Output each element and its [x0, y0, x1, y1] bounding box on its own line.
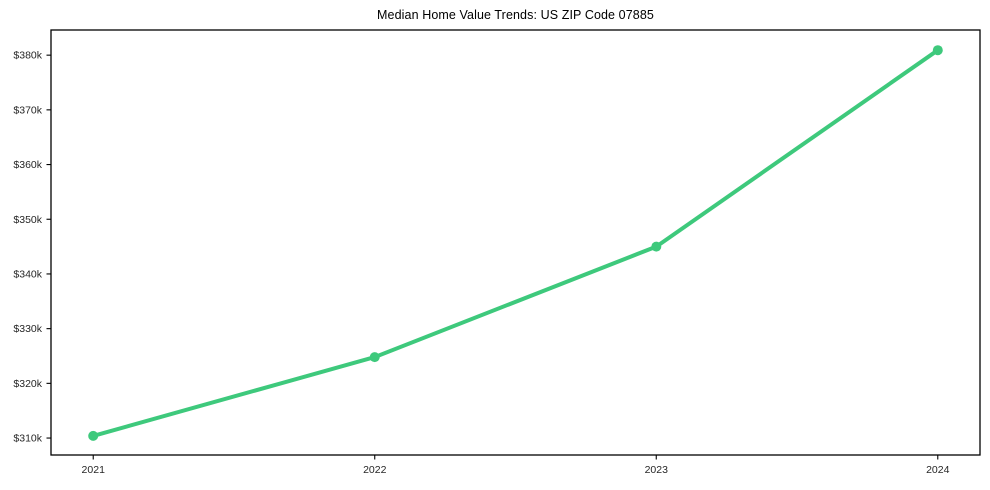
chart-title: Median Home Value Trends: US ZIP Code 07…: [377, 8, 654, 22]
y-axis-tick-label: $350k: [13, 214, 42, 226]
x-axis-tick-label: 2024: [926, 464, 950, 476]
x-axis-tick-label: 2022: [363, 464, 387, 476]
plot-frame: [50, 29, 981, 456]
data-point-2024: [932, 45, 943, 56]
data-point-2022: [369, 352, 380, 363]
y-axis-tick-label: $310k: [13, 433, 42, 445]
y-axis-tick-label: $380k: [13, 50, 42, 62]
y-axis-tick-label: $330k: [13, 323, 42, 335]
data-point-2021: [88, 430, 99, 441]
data-point-2023: [651, 241, 662, 252]
y-axis-tick-label: $320k: [13, 378, 42, 390]
y-axis-tick-label: $360k: [13, 159, 42, 171]
y-axis-tick-label: $340k: [13, 268, 42, 280]
trend-line: [91, 48, 940, 438]
y-axis-tick-label: $370k: [13, 104, 42, 116]
x-axis-tick-label: 2021: [82, 464, 106, 476]
x-axis-tick-label: 2023: [645, 464, 669, 476]
